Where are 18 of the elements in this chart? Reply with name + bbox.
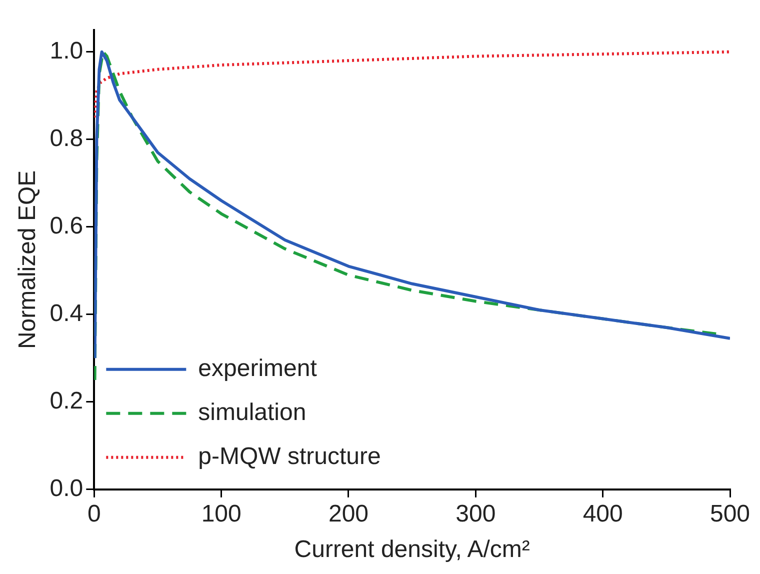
x-tick-label: 300 <box>456 500 496 528</box>
x-tick-label: 400 <box>582 500 623 528</box>
y-tick-label: 0.2 <box>50 388 84 415</box>
x-axis-title: Current density, A/cm² <box>294 536 530 564</box>
line-series <box>94 50 730 120</box>
y-tick-label: 1.0 <box>50 38 84 64</box>
y-tick-label: 0.6 <box>50 212 84 240</box>
y-tick-label: 0.8 <box>50 125 84 152</box>
legend-label: p-MQW structure <box>198 443 381 470</box>
x-tick-label: 500 <box>710 500 750 528</box>
x-tick-label: 0 <box>87 500 101 528</box>
y-axis-title: Normalized EQE <box>14 170 42 350</box>
legend-label: experiment <box>198 355 318 382</box>
y-tick-label: 0.4 <box>50 300 84 328</box>
legend-label: simulation <box>198 399 306 426</box>
x-tick-label: 200 <box>328 500 369 528</box>
y-tick-label: 0.0 <box>50 475 84 502</box>
x-tick-label: 100 <box>201 500 242 528</box>
